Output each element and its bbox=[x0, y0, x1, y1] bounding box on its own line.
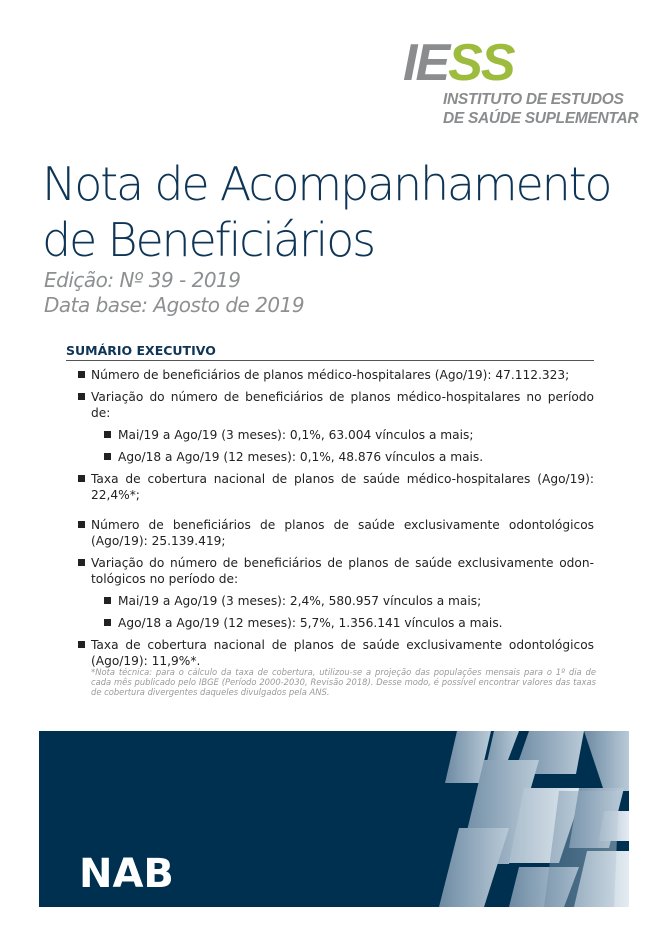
section-heading: SUMÁRIO EXECUTIVO bbox=[66, 343, 594, 361]
bullet-icon bbox=[104, 619, 111, 626]
logo-ss: SS bbox=[448, 34, 515, 92]
list-item: Ago/18 a Ago/19 (12 meses): 5,7%, 1.356.… bbox=[104, 615, 594, 631]
bullet-icon bbox=[78, 641, 85, 648]
list-item-text: Taxa de cobertura nacional de planos de … bbox=[91, 638, 594, 668]
edition: Edição: Nº 39 - 2019 bbox=[44, 268, 241, 292]
list-item-text: Número de beneficiários de planos médico… bbox=[91, 368, 570, 382]
list-item: Número de beneficiários de planos médico… bbox=[78, 367, 594, 383]
edition-info: Edição: Nº 39 - 2019 Data base: Agosto d… bbox=[44, 268, 305, 318]
document-title: Nota de Acompanhamento de Beneficiários bbox=[42, 156, 613, 268]
logo-line1: INSTITUTO DE ESTUDOS bbox=[443, 91, 624, 108]
list-item: Taxa de cobertura nacional de planos de … bbox=[78, 471, 594, 503]
logo-ie: IE bbox=[403, 34, 450, 92]
list-item: Mai/19 a Ago/19 (3 meses): 0,1%, 63.004 … bbox=[104, 427, 594, 443]
list-item-text: Variação do número de beneficiários de p… bbox=[91, 390, 594, 420]
cover-band: NAB bbox=[39, 731, 629, 907]
data-base: Data base: Agosto de 2019 bbox=[44, 293, 305, 317]
bullet-icon bbox=[78, 371, 85, 378]
title-line2: de Beneficiários bbox=[42, 213, 376, 267]
list-item: Taxa de cobertura nacional de planos de … bbox=[78, 637, 594, 669]
logo-line2: DE SAÚDE SUPLEMENTAR bbox=[443, 110, 639, 127]
bullet-icon bbox=[104, 431, 111, 438]
list-item-text: Taxa de cobertura nacional de planos de … bbox=[91, 472, 594, 502]
list-item: Mai/19 a Ago/19 (3 meses): 2,4%, 580.957… bbox=[104, 593, 594, 609]
summary-list: Número de beneficiários de planos médico… bbox=[78, 367, 594, 669]
list-item: Variação do número de beneficiários de p… bbox=[78, 555, 594, 587]
list-item: Variação do número de beneficiários de p… bbox=[78, 389, 594, 421]
bullet-icon bbox=[104, 453, 111, 460]
bullet-icon bbox=[78, 475, 85, 482]
decorative-pattern bbox=[439, 731, 629, 907]
bullet-icon bbox=[78, 521, 85, 528]
iess-logo: IESS INSTITUTO DE ESTUDOS DE SAÚDE SUPLEM… bbox=[403, 37, 639, 127]
list-item-text: Número de beneficiários de planos de saú… bbox=[91, 518, 594, 548]
list-item-text: Mai/19 a Ago/19 (3 meses): 0,1%, 63.004 … bbox=[118, 428, 474, 442]
bullet-icon bbox=[78, 559, 85, 566]
title-line1: Nota de Acompanhamento bbox=[42, 157, 613, 211]
nab-label: NAB bbox=[79, 851, 174, 897]
bullet-icon bbox=[104, 597, 111, 604]
bullet-icon bbox=[78, 393, 85, 400]
list-item-text: Mai/19 a Ago/19 (3 meses): 2,4%, 580.957… bbox=[118, 594, 482, 608]
list-item-text: Ago/18 a Ago/19 (12 meses): 5,7%, 1.356.… bbox=[118, 616, 503, 630]
technical-note: *Nota técnica: para o cálculo da taxa de… bbox=[91, 667, 596, 697]
list-item: Ago/18 a Ago/19 (12 meses): 0,1%, 48.876… bbox=[104, 449, 594, 465]
list-item-text: Variação do número de beneficiários de p… bbox=[91, 556, 594, 586]
list-item: Número de beneficiários de planos de saú… bbox=[78, 517, 594, 549]
list-item-text: Ago/18 a Ago/19 (12 meses): 0,1%, 48.876… bbox=[118, 450, 484, 464]
